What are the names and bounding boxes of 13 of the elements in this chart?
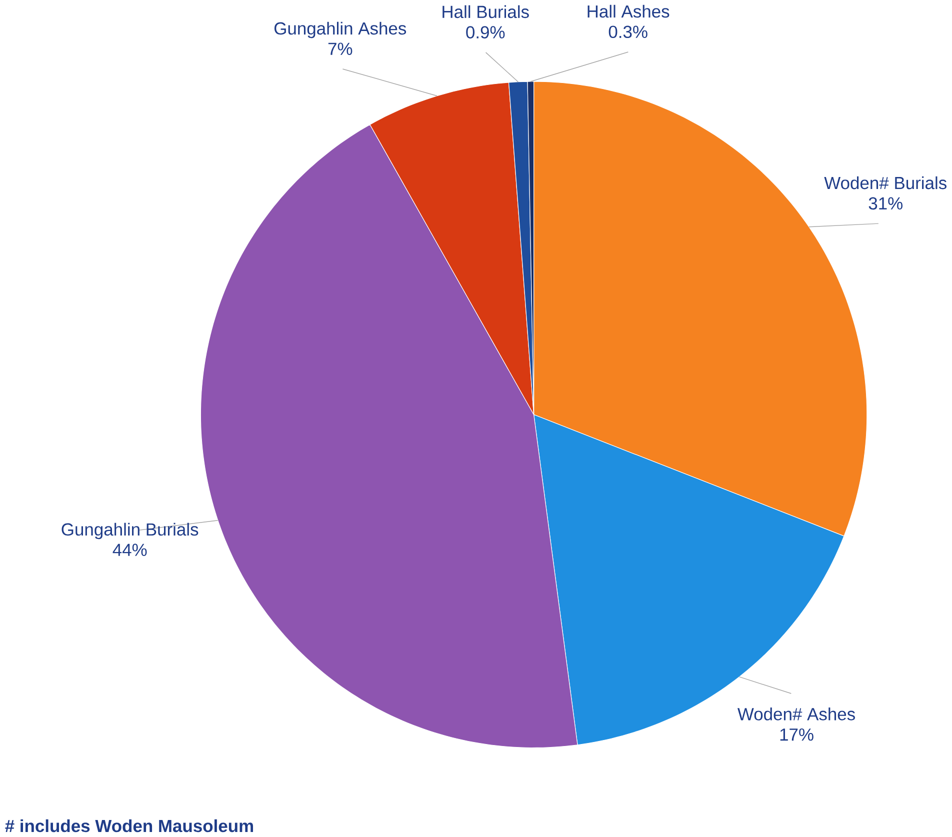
data-label: 0.3%	[608, 26, 648, 38]
data-label: 31%	[868, 197, 902, 210]
data-label: 0.9%	[466, 26, 505, 38]
slice-label: Woden# Burials	[824, 176, 946, 190]
slice-label: Gungahlin Burials	[62, 522, 198, 540]
slice-label: Woden# Ashes	[738, 708, 855, 720]
slice-label: Hall Burials	[442, 5, 529, 18]
data-label: 44%	[112, 544, 147, 556]
slice-label: Hall Ashes	[588, 4, 670, 18]
data-label: 17%	[780, 728, 814, 741]
data-label: 7%	[328, 42, 352, 55]
text: # includes Woden Mausoleum	[5, 819, 254, 832]
slice-label: Gungahlin Ashes	[274, 22, 406, 38]
